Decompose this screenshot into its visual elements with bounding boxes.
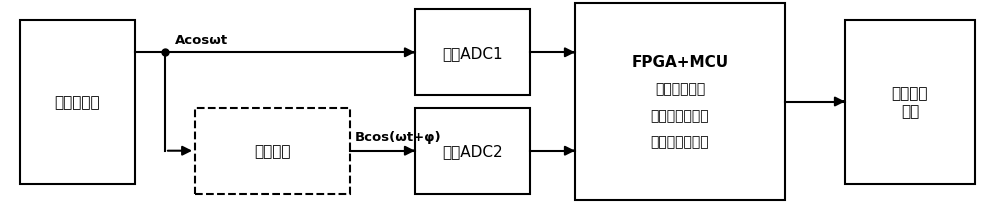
- FancyBboxPatch shape: [415, 108, 530, 194]
- FancyBboxPatch shape: [195, 108, 350, 194]
- Text: Acosωt: Acosωt: [175, 34, 228, 47]
- Text: （通过算法实现: （通过算法实现: [651, 108, 709, 122]
- FancyBboxPatch shape: [575, 4, 785, 200]
- Text: 高速ADC2: 高速ADC2: [442, 143, 503, 159]
- FancyBboxPatch shape: [845, 20, 975, 184]
- Text: 扫频信号源: 扫频信号源: [55, 94, 100, 110]
- Text: Bcos(ωt+φ): Bcos(ωt+φ): [355, 130, 442, 143]
- Text: FPGA+MCU: FPGA+MCU: [631, 55, 729, 70]
- FancyBboxPatch shape: [415, 10, 530, 96]
- Text: 数字信号处理: 数字信号处理: [655, 82, 705, 96]
- Text: 频率特性
显示: 频率特性 显示: [892, 86, 928, 118]
- Text: 高速ADC1: 高速ADC1: [442, 45, 503, 61]
- Text: 被测网络: 被测网络: [254, 143, 291, 159]
- Text: 频率特性测量）: 频率特性测量）: [651, 135, 709, 149]
- FancyBboxPatch shape: [20, 20, 135, 184]
